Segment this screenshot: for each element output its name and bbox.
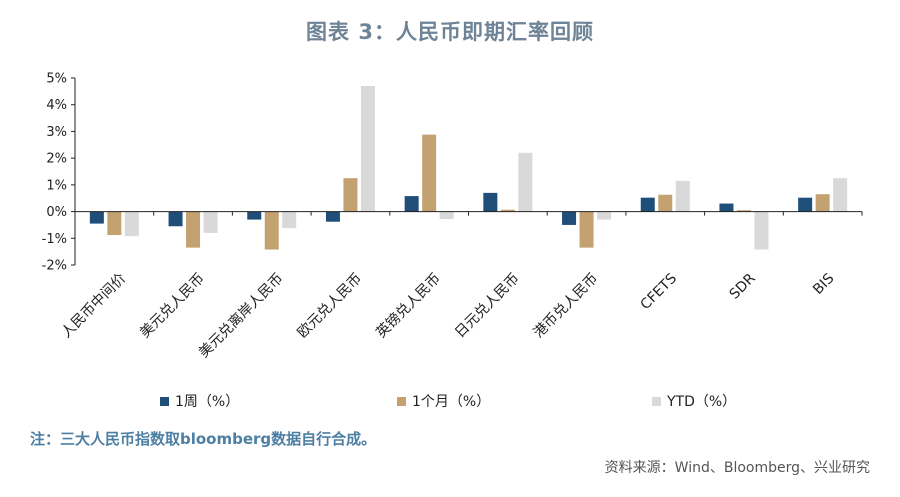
legend-item-1m: 1个月（%）	[397, 391, 490, 411]
bar-1w-8	[719, 203, 734, 212]
x-tick-label-0: 人民币中间价	[58, 271, 129, 342]
x-tick-label-5: 日元兑人民币	[452, 271, 523, 342]
bar-1w-2	[247, 211, 262, 220]
x-tick-label-6: 港币兑人民币	[531, 271, 602, 342]
bar-1m-7	[658, 194, 673, 212]
y-tick-label: 1%	[46, 178, 67, 193]
legend-label-ytd: YTD（%）	[667, 394, 737, 410]
bar-1w-3	[325, 211, 340, 222]
source-line: 资料来源：Wind、Bloomberg、兴业研究	[604, 460, 870, 476]
y-tick-label: 0%	[46, 205, 67, 220]
bar-1m-6	[579, 211, 594, 248]
x-tick-label-3: 欧元兑人民币	[295, 271, 366, 342]
legend-swatch-1w	[160, 396, 169, 406]
bar-1w-7	[640, 197, 655, 212]
bar-ytd-7	[675, 180, 690, 212]
y-tick-label: -1%	[42, 232, 67, 247]
bar-1w-9	[798, 197, 813, 212]
chart-title: 图表 3：人民币即期汇率回顾	[306, 20, 594, 44]
bar-1m-5	[500, 209, 515, 212]
bar-1m-3	[343, 178, 358, 212]
bar-1w-6	[562, 211, 577, 225]
bar-ytd-6	[597, 211, 612, 220]
bar-1m-8	[736, 210, 751, 212]
y-tick-label: -2%	[42, 259, 67, 274]
x-tick-label-4: 英镑兑人民币	[373, 270, 444, 341]
y-tick-label: 4%	[46, 98, 67, 113]
legend: 1周（%） 1个月（%） YTD（%）	[0, 391, 900, 413]
y-tick-label: 3%	[46, 125, 67, 140]
legend-item-1w: 1周（%）	[160, 391, 239, 411]
y-tick-label: 2%	[46, 152, 67, 167]
bar-1m-0	[107, 211, 122, 236]
legend-item-ytd: YTD（%）	[652, 391, 736, 411]
bar-1m-9	[815, 194, 830, 212]
bar-1w-5	[483, 192, 498, 212]
bar-ytd-4	[439, 211, 454, 220]
footnote: 注：三大人民币指数取bloomberg数据自行合成。	[30, 430, 377, 448]
bar-ytd-5	[518, 152, 533, 212]
x-tick-label-1: 美元兑人民币	[137, 271, 208, 342]
x-tick-label-7: CFETS	[638, 270, 681, 313]
bar-ytd-9	[833, 178, 848, 212]
legend-label-1m: 1个月（%）	[412, 394, 491, 410]
bar-ytd-1	[203, 211, 218, 233]
legend-swatch-ytd	[652, 396, 661, 406]
bar-ytd-3	[360, 86, 375, 212]
legend-label-1w: 1周（%）	[175, 394, 240, 410]
bar-ytd-8	[754, 211, 769, 250]
bar-1m-4	[422, 134, 437, 212]
bar-1w-4	[404, 196, 419, 212]
bar-1w-1	[168, 211, 183, 227]
x-tick-label-9: BIS	[810, 270, 837, 297]
bar-1w-0	[89, 211, 104, 224]
x-tick-label-8: SDR	[727, 270, 759, 302]
legend-swatch-1m	[397, 396, 406, 406]
y-tick-label: 5%	[46, 72, 67, 87]
bar-1m-1	[186, 211, 201, 248]
bar-ytd-0	[124, 211, 139, 237]
bar-1m-2	[264, 211, 279, 250]
bar-ytd-2	[282, 211, 297, 229]
x-tick-label-2: 美元兑离岸人民币	[195, 270, 286, 361]
